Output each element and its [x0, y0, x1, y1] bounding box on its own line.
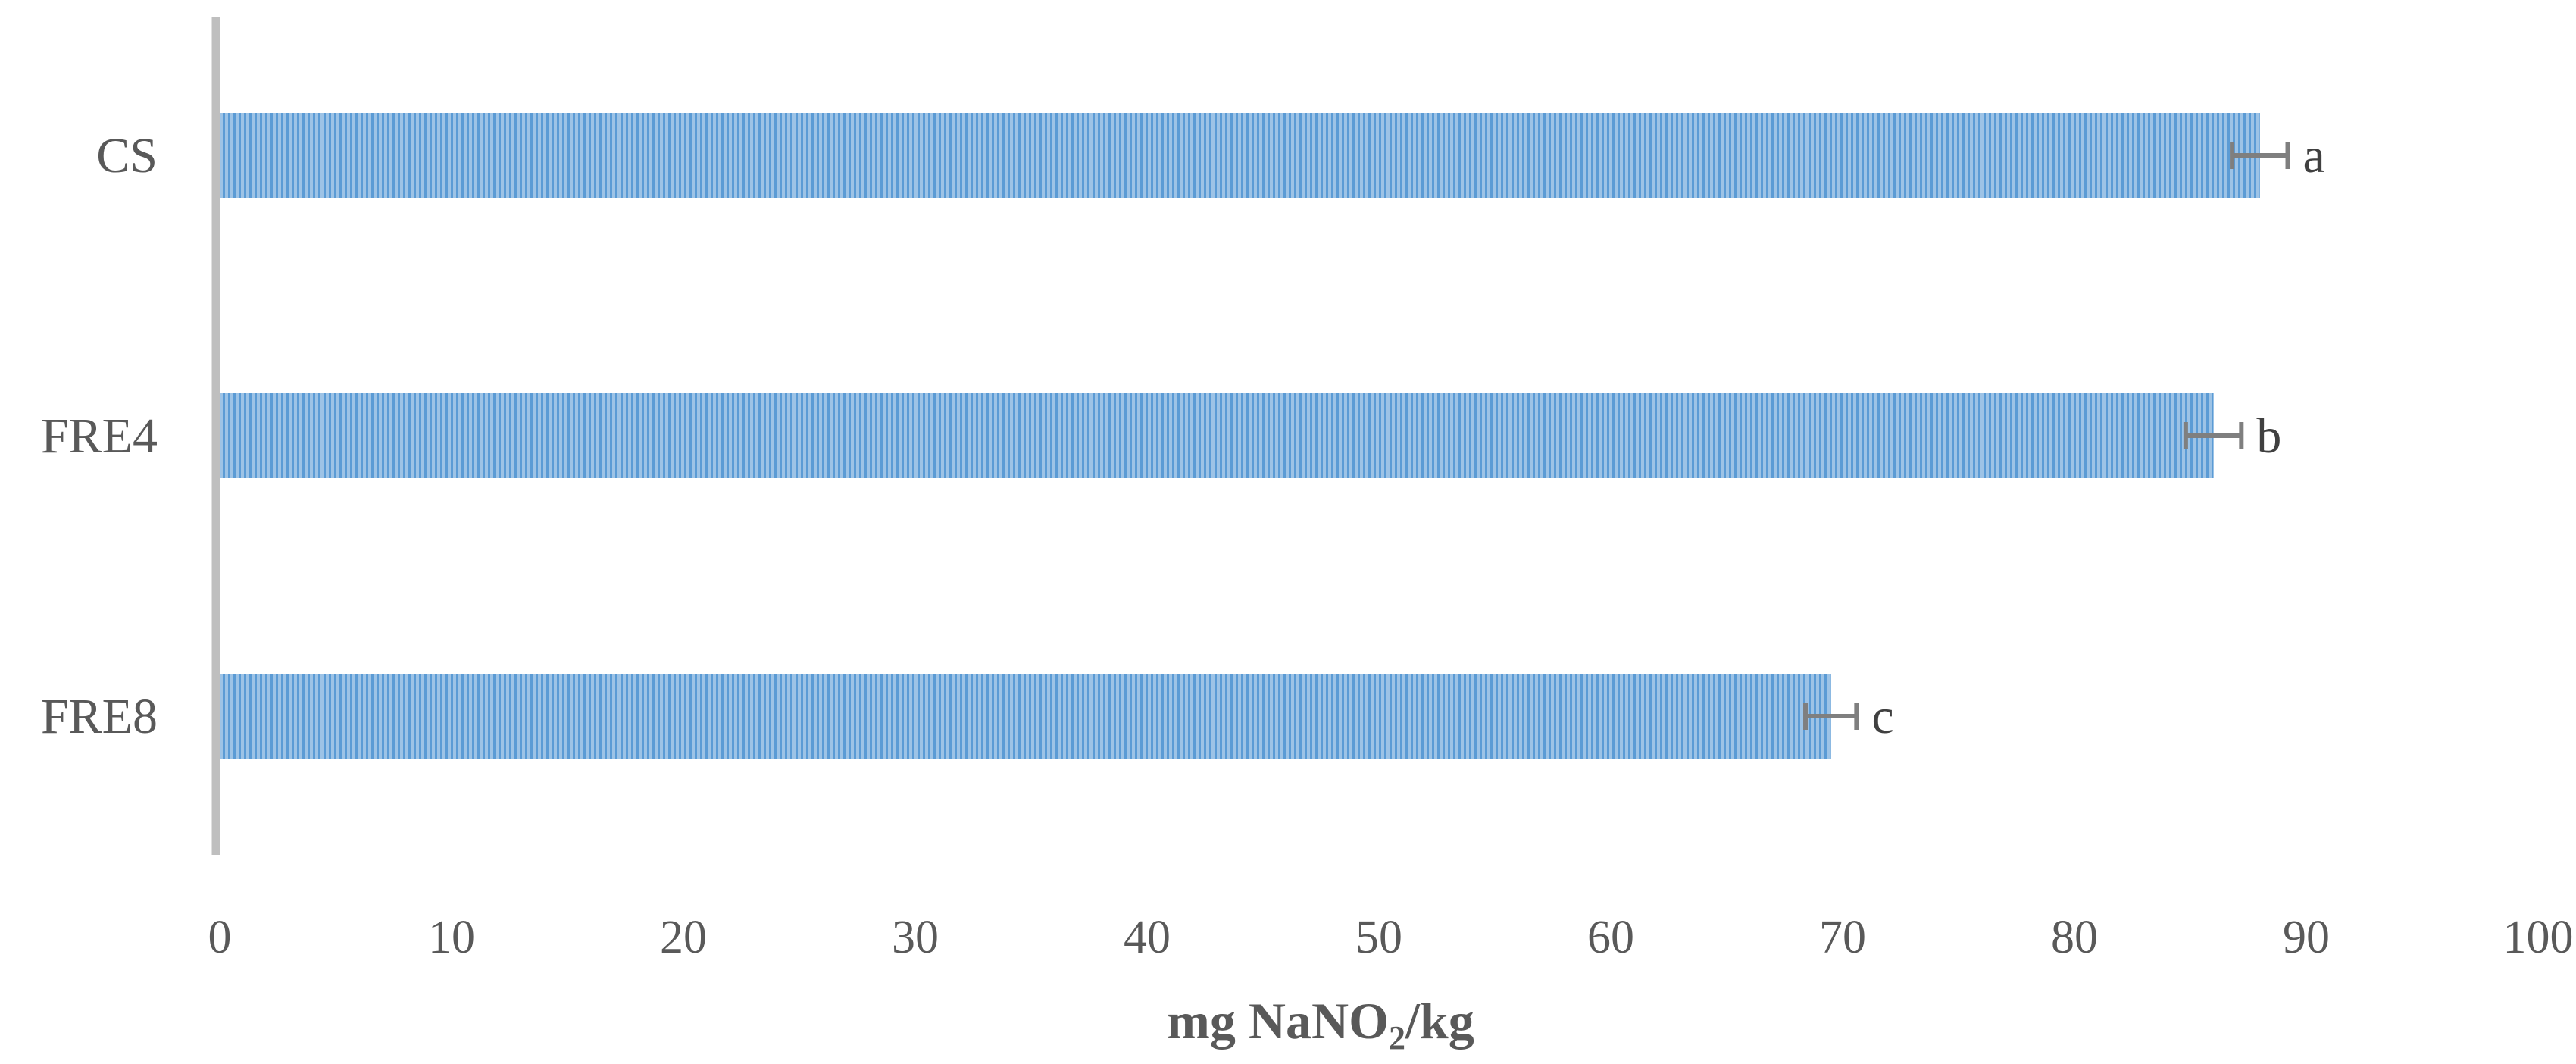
x-tick-label-80: 80 — [2051, 912, 2098, 963]
category-label-fre4: FRE4 — [41, 408, 158, 464]
significance-label-fre4: b — [2256, 408, 2281, 464]
x-tick-label-60: 60 — [1587, 912, 1634, 963]
error-bars-layer — [1803, 142, 2290, 730]
bar-fre8 — [220, 674, 1831, 759]
significance-labels: a b c — [1871, 128, 2324, 744]
bar-fre4 — [220, 393, 2214, 478]
category-labels: CS FRE4 FRE8 — [41, 128, 158, 744]
x-axis-title: mg NaNO2/kg — [1167, 992, 1474, 1056]
x-tick-label-50: 50 — [1355, 912, 1402, 963]
x-tick-label-30: 30 — [892, 912, 939, 963]
category-label-fre8: FRE8 — [41, 689, 158, 744]
x-tick-label-40: 40 — [1124, 912, 1171, 963]
x-axis-title-suffix: /kg — [1405, 992, 1474, 1050]
x-tick-label-10: 10 — [428, 912, 475, 963]
category-label-cs: CS — [96, 128, 158, 183]
x-tick-label-70: 70 — [1819, 912, 1866, 963]
x-tick-label-90: 90 — [2283, 912, 2330, 963]
x-tick-labels: 0 10 20 30 40 50 60 70 80 90 100 — [208, 912, 2574, 963]
significance-label-fre8: c — [1871, 689, 1893, 744]
bars-layer — [220, 113, 2260, 759]
x-axis-title-subscript: 2 — [1389, 1019, 1405, 1056]
x-tick-label-0: 0 — [208, 912, 232, 963]
significance-label-cs: a — [2303, 128, 2325, 183]
bar-cs — [220, 113, 2260, 198]
x-axis-title-prefix: mg NaNO — [1167, 992, 1389, 1050]
x-tick-label-20: 20 — [660, 912, 707, 963]
x-tick-label-100: 100 — [2503, 912, 2574, 963]
